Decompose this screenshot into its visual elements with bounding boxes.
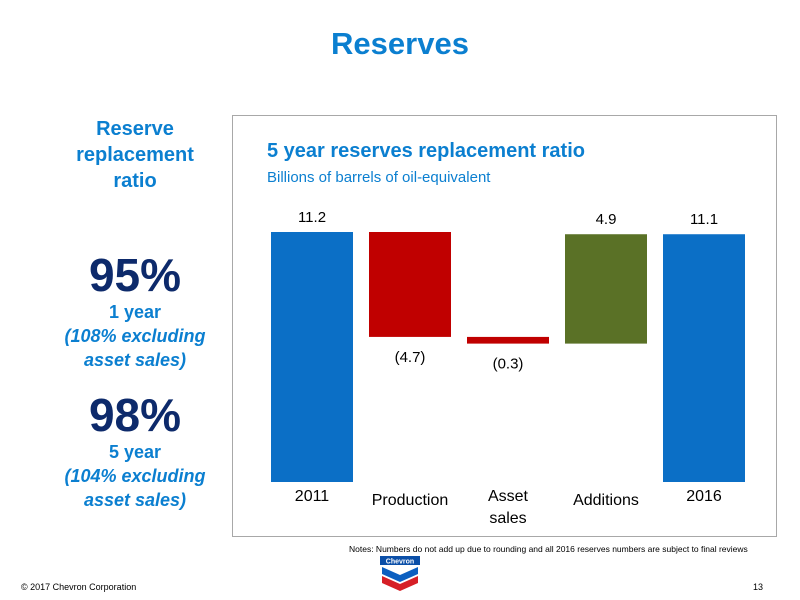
data-label: 11.1 [690,211,718,228]
stat-period: 5 year [108,442,162,462]
category-label: 2011 [295,488,330,505]
data-label: 11.2 [298,209,326,226]
stat-1-year: 95% 1 year (108% excluding asset sales) [20,250,250,372]
slide-title: Reserves [331,26,469,61]
category-label: Production [372,492,449,509]
reserve-replacement-heading-text: Reserve replacement ratio [76,118,194,192]
data-label: (0.3) [493,356,524,373]
stat-5-year: 98% 5 year (104% excluding asset sales) [20,390,250,512]
data-label: (4.7) [395,349,426,366]
stat-note-line1: (108% excluding [64,326,206,346]
chart-subtitle: Billions of barrels of oil-equivalent [267,169,491,186]
logo-text: Chevron [386,559,414,566]
stat-value: 95% [88,249,182,301]
chevron-logo: Chevron [372,556,428,597]
page-number: 13 [753,582,764,592]
bar-asset-sales [467,336,549,344]
stat-note-line2: asset sales) [83,490,187,510]
chart-title: 5 year reserves replacement ratio [267,140,585,162]
category-label: 2016 [686,488,722,505]
stat-period: 1 year [108,302,162,322]
copyright: © 2017 Chevron Corporation [21,582,137,592]
chart-panel: 5 year reserves replacement ratio Billio… [232,115,777,537]
stat-value: 98% [88,389,182,441]
bar-2016 [663,234,745,482]
reserve-replacement-heading: Reserve replacement ratio [20,116,250,194]
footnote: Notes: Numbers do not add up due to roun… [349,544,748,554]
category-label: Additions [573,492,639,509]
category-label: Asset sales [488,488,529,527]
bar-additions [565,234,647,344]
bar-2011 [271,232,353,482]
waterfall-chart: 11.2 2011 (4.7) Production (0.3) Asset sales 4.… [271,209,745,527]
stat-note-line2: asset sales) [83,350,187,370]
bar-production [369,232,451,337]
data-label: 4.9 [596,211,617,228]
stat-note-line1: (104% excluding [64,466,206,486]
